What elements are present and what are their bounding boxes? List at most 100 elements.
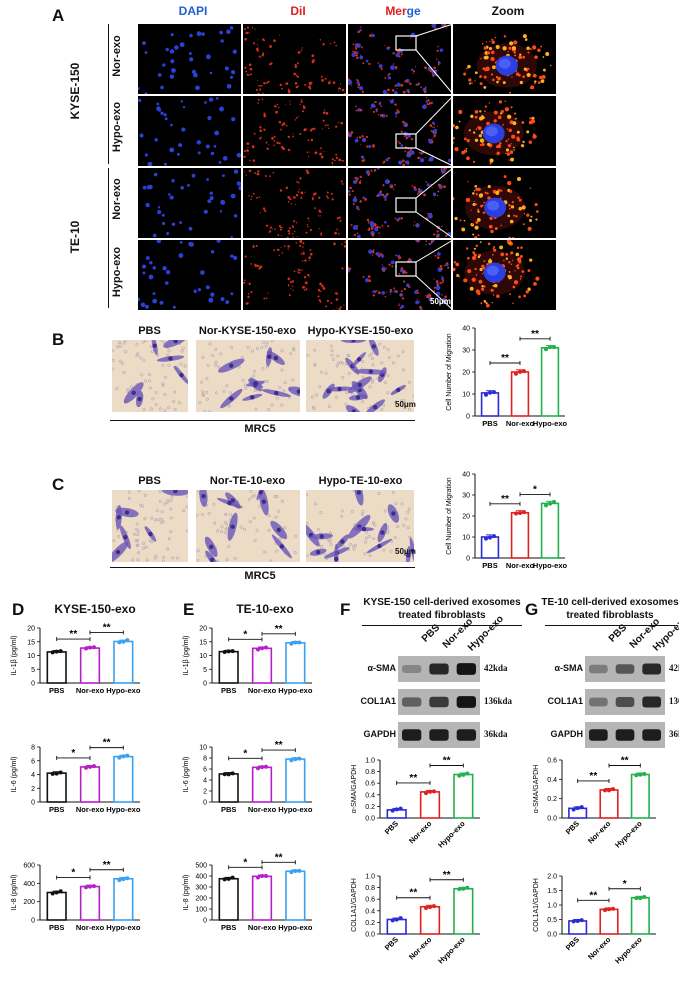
chart-d1: 0 5 10 15 20 IL-1β (pg/ml) PBS Nor-exo Hypo-exo *… <box>11 622 141 695</box>
blot-size-f-1: 42kda <box>484 663 508 673</box>
blot-size-f-2: 136kda <box>484 696 513 706</box>
bar-hypo-exo <box>540 502 560 559</box>
y-tick-label: 500 <box>195 863 207 870</box>
y-tick-label: 10 <box>199 653 207 660</box>
significance-label: ** <box>275 624 283 635</box>
data-point <box>293 640 298 645</box>
y-tick-label: 20 <box>462 514 470 521</box>
data-point <box>92 884 96 889</box>
x-tick-label: Hypo-exo <box>278 805 313 814</box>
bar-pbs <box>386 918 407 935</box>
data-point <box>457 887 462 892</box>
significance-label: ** <box>103 622 111 633</box>
y-axis-label: IL-1β (pg/ml) <box>11 636 18 676</box>
chart-e3: 0 100 200 300 400 500 IL-8 (pg/ml) PBS Nor-exo Hy… <box>183 852 313 932</box>
x-tick-label: Hypo-exo <box>106 686 141 695</box>
data-point <box>611 787 615 792</box>
micrograph-r1-c2 <box>243 24 346 94</box>
significance-label: ** <box>275 852 283 863</box>
bar-hypo-exo <box>453 773 474 819</box>
micrograph-r1-c3 <box>348 24 451 94</box>
data-point <box>222 877 227 882</box>
y-tick-label: 15 <box>199 639 207 646</box>
significance-label: ** <box>501 494 509 505</box>
bar-nor-exo <box>419 791 441 819</box>
data-point <box>92 764 96 769</box>
data-point <box>457 773 462 778</box>
x-tick-label: Hypo-exo <box>106 923 141 932</box>
data-point <box>54 890 59 895</box>
y-tick-label: 0.0 <box>547 816 557 823</box>
x-tick-label: PBS <box>383 819 400 836</box>
x-tick-label: Hypo-exo <box>533 419 568 428</box>
data-point <box>297 640 302 645</box>
data-point <box>58 649 63 654</box>
bar-nor-exo <box>599 789 619 819</box>
data-point <box>398 916 403 921</box>
data-point <box>518 369 522 374</box>
significance-label: ** <box>443 870 451 881</box>
y-tick-label: 20 <box>199 626 207 633</box>
data-point <box>461 772 466 777</box>
y-tick-label: 1.5 <box>547 888 557 895</box>
chart-b: 0 10 20 30 40 Cell Number of Migration PBS Nor-… <box>446 326 568 429</box>
micrograph-r3-c4 <box>453 168 556 238</box>
x-tick-label: PBS <box>482 561 497 570</box>
data-point <box>492 534 496 539</box>
panel-c-scale-bar: 50μm <box>395 547 416 556</box>
x-tick-label: PBS <box>482 419 497 428</box>
data-point <box>50 771 55 776</box>
data-point <box>222 772 227 777</box>
significance-label: * <box>243 748 247 759</box>
data-point <box>428 789 432 794</box>
data-point <box>492 390 496 395</box>
data-point <box>289 870 294 875</box>
data-point <box>394 807 399 812</box>
significance-label: ** <box>621 756 629 767</box>
data-point <box>117 878 122 883</box>
y-tick-label: 0.4 <box>365 792 375 799</box>
significance-label: * <box>243 629 247 640</box>
x-tick-label: Nor-exo <box>248 686 277 695</box>
x-tick-label: Hypo-exo <box>278 923 313 932</box>
blot-strip-g-1 <box>585 656 665 682</box>
y-tick-label: 10 <box>462 535 470 542</box>
panel-c-caption: MRC5 <box>244 570 276 582</box>
data-point <box>226 649 231 654</box>
y-tick-label: 400 <box>195 874 207 881</box>
data-point <box>121 877 126 882</box>
data-point <box>398 806 403 811</box>
panel-d-title: KYSE-150-exo <box>54 602 136 616</box>
y-tick-label: 2 <box>203 789 207 796</box>
y-tick-label: 200 <box>195 896 207 903</box>
data-point <box>552 344 556 349</box>
data-point <box>260 874 264 879</box>
y-tick-label: 100 <box>195 907 207 914</box>
x-tick-label: Nor-exo <box>248 805 277 814</box>
y-tick-label: 300 <box>195 885 207 892</box>
significance-label: ** <box>531 329 539 340</box>
panel-g-label: G <box>525 600 539 619</box>
chart-d3: 0 200 400 600 IL-8 (pg/ml) PBS Nor-exo Hypo-exo… <box>11 860 141 932</box>
panel-a-label: A <box>52 6 65 25</box>
data-point <box>297 756 302 761</box>
x-tick-label: PBS <box>383 935 400 952</box>
significance-label: * <box>533 484 537 495</box>
data-point <box>465 771 470 776</box>
bar-pbs <box>218 877 239 921</box>
significance-label: ** <box>501 353 509 364</box>
panel-f-title-rule <box>362 625 522 626</box>
data-point <box>465 885 470 890</box>
micrograph-r3-c1 <box>138 168 241 238</box>
data-point <box>571 807 576 812</box>
x-tick-label: PBS <box>49 923 64 932</box>
data-point <box>260 646 264 651</box>
y-tick-label: 0.2 <box>365 804 375 811</box>
bar-nor-exo <box>251 647 273 684</box>
bar-hypo-exo <box>630 773 650 819</box>
significance-label: ** <box>103 738 111 749</box>
blot-strip-g-3 <box>585 722 665 748</box>
data-point <box>264 645 268 650</box>
y-tick-label: 8 <box>31 745 35 752</box>
data-point <box>544 347 548 352</box>
